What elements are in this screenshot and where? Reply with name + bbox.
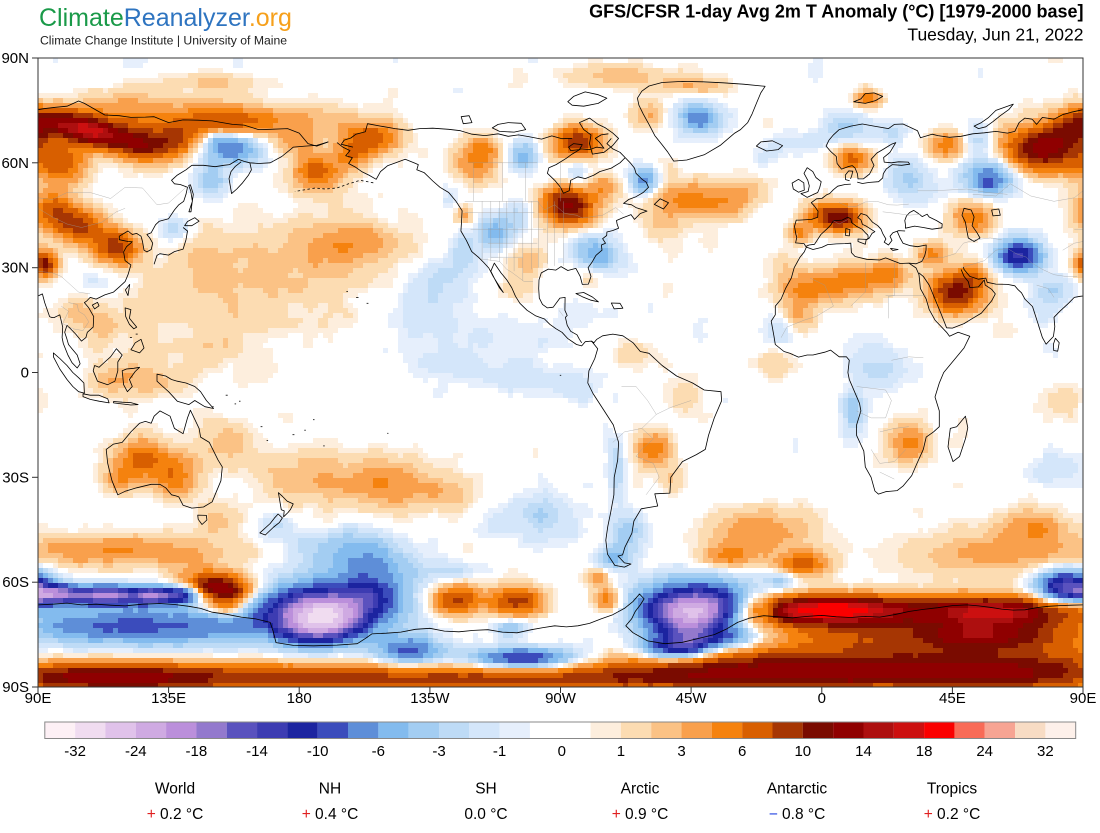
svg-text:Climate Change Institute | Uni: Climate Change Institute | University of… [40,34,287,48]
svg-text:ClimateReanalyzer.org: ClimateReanalyzer.org [39,4,292,32]
svg-text:GFS/CFSR 1-day Avg 2m T Anomal: GFS/CFSR 1-day Avg 2m T Anomaly (°C) [19… [589,2,1083,22]
svg-text:Tuesday, Jun 21, 2022: Tuesday, Jun 21, 2022 [907,25,1083,45]
